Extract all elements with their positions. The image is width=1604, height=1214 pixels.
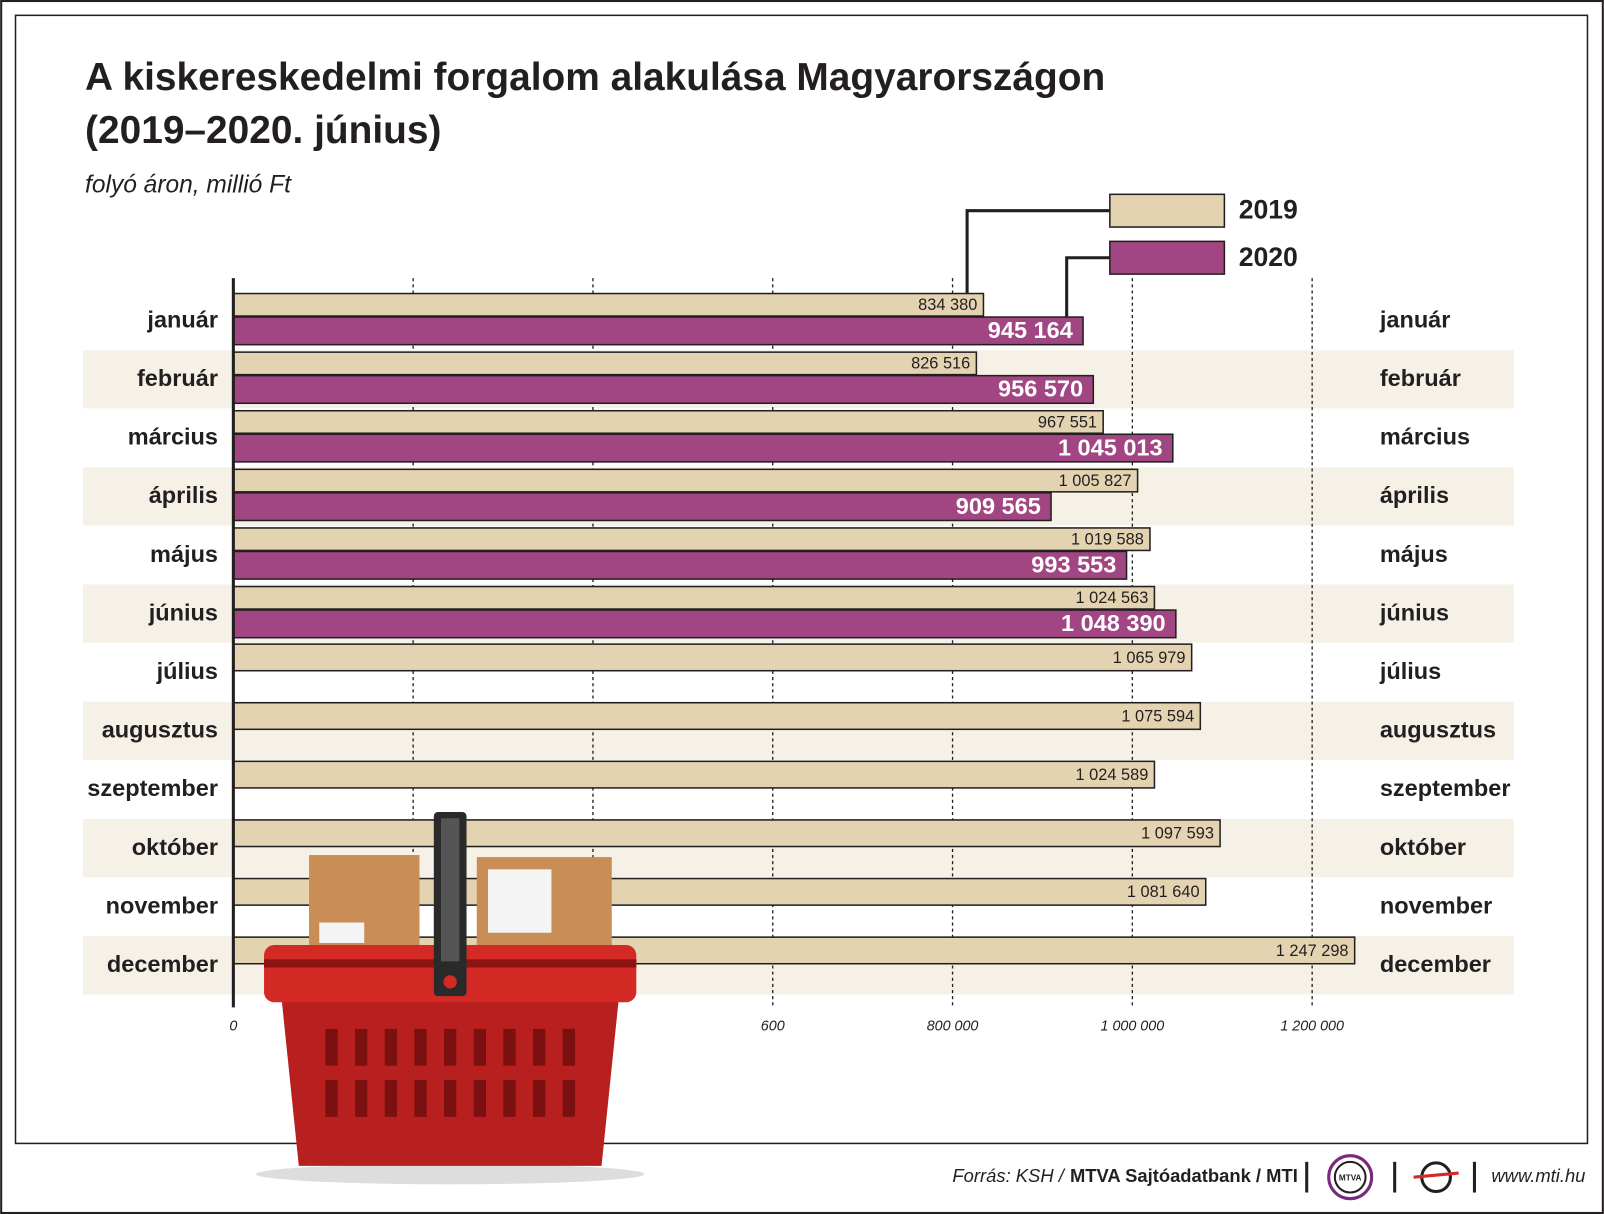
basket	[255, 812, 645, 1185]
bar	[232, 527, 1151, 552]
y-tick-label: március	[128, 424, 218, 450]
value-label: 1 024 589	[1076, 766, 1149, 784]
value-label: 1 097 593	[1141, 825, 1214, 843]
value-label: 1 045 013	[1058, 434, 1163, 460]
y-tick-label-right: február	[1380, 365, 1461, 391]
value-label: 1 048 390	[1061, 610, 1166, 636]
y-tick-label: július	[156, 658, 218, 684]
value-label: 956 570	[998, 376, 1083, 402]
chart-subtitle: folyó áron, millió Ft	[85, 172, 292, 199]
bar	[232, 374, 1095, 405]
value-label: 945 164	[988, 317, 1073, 343]
x-tick-label: 0	[229, 1019, 237, 1035]
y-tick-label: szeptember	[87, 775, 218, 801]
chart-title: (2019–2020. június)	[85, 109, 441, 152]
legend-label: 2019	[1239, 195, 1298, 225]
bar	[232, 819, 1221, 848]
footer: Forrás: KSH / MTVA Sajtóadatbank / MTI M…	[952, 1154, 1585, 1201]
legend-swatch	[1109, 240, 1226, 275]
value-label: 1 247 298	[1276, 942, 1349, 960]
chart-title: A kiskereskedelmi forgalom alakulása Mag…	[85, 56, 1105, 99]
bar	[232, 609, 1177, 639]
bar	[232, 701, 1202, 731]
y-tick-label-right: augusztus	[1380, 717, 1496, 743]
y-tick-label-right: január	[1379, 306, 1451, 332]
x-tick-label: 1 000 000	[1101, 1019, 1165, 1035]
value-label: 1 075 594	[1121, 707, 1194, 725]
y-tick-label: augusztus	[102, 717, 218, 743]
inner-frame	[14, 14, 1589, 1145]
bar	[232, 468, 1139, 493]
y-tick-label-right: július	[1379, 658, 1441, 684]
value-label: 1 081 640	[1127, 883, 1200, 901]
x-tick-label: 800 000	[927, 1019, 979, 1035]
y-tick-label-right: április	[1380, 482, 1449, 508]
legend-connector	[965, 209, 1110, 294]
y-tick-label-right: szeptember	[1380, 775, 1511, 801]
value-label: 826 516	[911, 355, 970, 373]
value-label: 1 019 588	[1071, 531, 1144, 549]
y-tick-label: január	[146, 306, 218, 332]
y-tick-label: október	[132, 834, 218, 860]
y-tick-label: április	[149, 482, 218, 508]
bar	[232, 492, 1052, 522]
y-tick-label-right: június	[1379, 599, 1449, 625]
bar	[232, 643, 1193, 672]
x-tick-label: 1 200 000	[1280, 1019, 1344, 1035]
y-tick-label-right: március	[1380, 424, 1470, 450]
value-label: 1 005 827	[1059, 472, 1132, 490]
value-label: 967 551	[1038, 413, 1097, 431]
bar	[232, 433, 1174, 463]
value-label: 1 024 563	[1076, 589, 1149, 607]
source: MTVA Sajtóadatbank / MTI	[1070, 1165, 1298, 1186]
y-tick-label: június	[148, 599, 218, 625]
bar	[232, 585, 1156, 610]
legend-label: 2020	[1239, 242, 1298, 272]
bar	[232, 292, 985, 317]
y-tick-label: május	[150, 541, 218, 567]
logo-line	[1413, 1171, 1459, 1179]
logo-text: MTVA	[1339, 1173, 1362, 1182]
value-label: 1 065 979	[1113, 649, 1186, 667]
plot: 0 600 800 000 1 000 000 1 200 000 január januá…	[83, 193, 1514, 1035]
y-tick-label: december	[107, 951, 218, 977]
legend-connector	[1065, 256, 1110, 318]
y-tick-label-right: november	[1380, 892, 1492, 918]
x-tick-label: 600	[761, 1019, 785, 1035]
bar	[232, 550, 1128, 580]
y-tick-label-right: október	[1380, 834, 1466, 860]
y-tick-label-right: december	[1380, 951, 1491, 977]
website: www.mti.hu	[1491, 1165, 1585, 1186]
bar	[232, 351, 978, 376]
legend-swatch	[1109, 193, 1226, 228]
y-tick-label: november	[106, 892, 218, 918]
y-tick-label: február	[137, 365, 218, 391]
value-label: 834 380	[918, 296, 977, 314]
bar	[232, 316, 1084, 346]
bar	[232, 760, 1156, 789]
bar	[232, 409, 1104, 435]
value-label: 909 565	[956, 493, 1041, 519]
y-tick-label-right: május	[1380, 541, 1448, 567]
value-label: 993 553	[1031, 552, 1116, 578]
source: Forrás: KSH /	[952, 1165, 1065, 1186]
